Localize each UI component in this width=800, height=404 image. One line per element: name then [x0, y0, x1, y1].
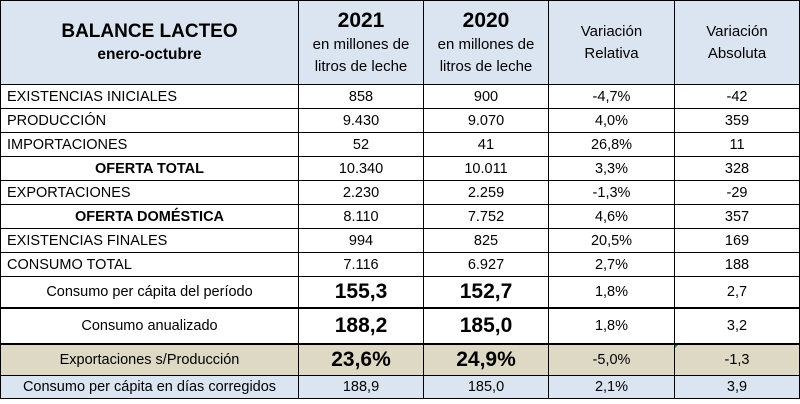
- row-label: Consumo per cápita en días corregidos: [0, 375, 299, 399]
- value-2021: 155,3: [298, 276, 424, 308]
- value-2021: 994: [298, 228, 424, 253]
- value-2020: 185,0: [423, 375, 549, 399]
- row-label: PRODUCCIÓN: [0, 108, 299, 133]
- header-2021-cell: 2021 en millones de litros de leche: [298, 0, 424, 85]
- variation-relative: -5,0%: [548, 342, 675, 376]
- unit-2021-line2: litros de leche: [314, 57, 408, 75]
- value-2021: 188,9: [298, 375, 424, 399]
- var-abs-line1: Variación: [706, 22, 768, 40]
- table-row: IMPORTACIONES 52 41 26,8% 11: [0, 132, 800, 157]
- header-title-cell: BALANCE LACTEO enero-octubre: [0, 0, 299, 85]
- table-row: OFERTA DOMÉSTICA 8.110 7.752 4,6% 357: [0, 204, 800, 229]
- value-2021: 10.340: [298, 156, 424, 181]
- variation-absolute: 169: [674, 228, 800, 253]
- row-label: EXISTENCIAS INICIALES: [0, 84, 299, 109]
- table-row: CONSUMO TOTAL 7.116 6.927 2,7% 188: [0, 252, 800, 277]
- variation-absolute: -1,3: [674, 342, 800, 376]
- value-2020: 10.011: [423, 156, 549, 181]
- value-2020: 7.752: [423, 204, 549, 229]
- variation-relative: -1,3%: [548, 180, 675, 205]
- variation-absolute: 3,2: [674, 306, 800, 344]
- variation-relative: 4,0%: [548, 108, 675, 133]
- row-label: OFERTA TOTAL: [0, 156, 299, 181]
- variation-relative: 2,7%: [548, 252, 675, 277]
- header-2020-cell: 2020 en millones de litros de leche: [423, 0, 549, 85]
- value-2020: 825: [423, 228, 549, 253]
- value-2021: 2.230: [298, 180, 424, 205]
- value-2021: 9.430: [298, 108, 424, 133]
- row-label: Exportaciones s/Producción: [0, 342, 299, 376]
- variation-absolute: 11: [674, 132, 800, 157]
- row-label: EXPORTACIONES: [0, 180, 299, 205]
- row-label: Consumo per cápita del período: [0, 276, 299, 308]
- variation-relative: 3,3%: [548, 156, 675, 181]
- value-2021: 8.110: [298, 204, 424, 229]
- value-2021: 7.116: [298, 252, 424, 277]
- year-2021: 2021: [337, 8, 385, 32]
- table-row: Consumo anualizado 188,2 185,0 1,8% 3,2: [0, 306, 800, 344]
- value-2021: 858: [298, 84, 424, 109]
- table-row: PRODUCCIÓN 9.430 9.070 4,0% 359: [0, 108, 800, 133]
- unit-2020-line1: en millones de: [437, 35, 535, 53]
- variation-relative: -4,7%: [548, 84, 675, 109]
- var-rel-line1: Variación: [580, 22, 643, 40]
- table-row: EXISTENCIAS FINALES 994 825 20,5% 169: [0, 228, 800, 253]
- value-2020: 900: [423, 84, 549, 109]
- value-2021: 23,6%: [298, 342, 424, 376]
- header-var-rel-cell: Variación Relativa: [548, 0, 675, 85]
- value-2020: 9.070: [423, 108, 549, 133]
- value-2020: 185,0: [423, 306, 549, 344]
- variation-relative: 20,5%: [548, 228, 675, 253]
- variation-absolute: 359: [674, 108, 800, 133]
- variation-absolute: 357: [674, 204, 800, 229]
- table-row: EXISTENCIAS INICIALES 858 900 -4,7% -42: [0, 84, 800, 109]
- variation-relative: 1,8%: [548, 276, 675, 308]
- var-abs-line2: Absoluta: [707, 44, 767, 62]
- row-label: Consumo anualizado: [0, 306, 299, 344]
- unit-2020-line2: litros de leche: [439, 57, 533, 75]
- variation-absolute: 3,9: [674, 375, 800, 399]
- value-2020: 2.259: [423, 180, 549, 205]
- header-var-abs-cell: Variación Absoluta: [674, 0, 800, 85]
- var-rel-line2: Relativa: [584, 44, 639, 62]
- year-2020: 2020: [462, 8, 510, 32]
- table-row: Exportaciones s/Producción 23,6% 24,9% -…: [0, 342, 800, 376]
- value-2020: 24,9%: [423, 342, 549, 376]
- row-label: EXISTENCIAS FINALES: [0, 228, 299, 253]
- table-row: Consumo per cápita en días corregidos 18…: [0, 375, 800, 399]
- table-title: BALANCE LACTEO: [61, 20, 238, 42]
- value-2021: 52: [298, 132, 424, 157]
- table-row: OFERTA TOTAL 10.340 10.011 3,3% 328: [0, 156, 800, 181]
- variation-absolute: 2,7: [674, 276, 800, 308]
- variation-relative: 4,6%: [548, 204, 675, 229]
- row-label: OFERTA DOMÉSTICA: [0, 204, 299, 229]
- value-2020: 152,7: [423, 276, 549, 308]
- value-2020: 41: [423, 132, 549, 157]
- variation-absolute: 328: [674, 156, 800, 181]
- variation-relative: 1,8%: [548, 306, 675, 344]
- value-2020: 6.927: [423, 252, 549, 277]
- variation-absolute: -29: [674, 180, 800, 205]
- header-row: BALANCE LACTEO enero-octubre 2021 en mil…: [0, 0, 800, 85]
- unit-2021-line1: en millones de: [312, 35, 410, 53]
- table-row: EXPORTACIONES 2.230 2.259 -1,3% -29: [0, 180, 800, 205]
- variation-relative: 2,1%: [548, 375, 675, 399]
- variation-absolute: -42: [674, 84, 800, 109]
- table-subtitle: enero-octubre: [97, 45, 202, 63]
- row-label: IMPORTACIONES: [0, 132, 299, 157]
- variation-absolute: 188: [674, 252, 800, 277]
- variation-relative: 26,8%: [548, 132, 675, 157]
- value-2021: 188,2: [298, 306, 424, 344]
- row-label: CONSUMO TOTAL: [0, 252, 299, 277]
- table-row: Consumo per cápita del período 155,3 152…: [0, 276, 800, 308]
